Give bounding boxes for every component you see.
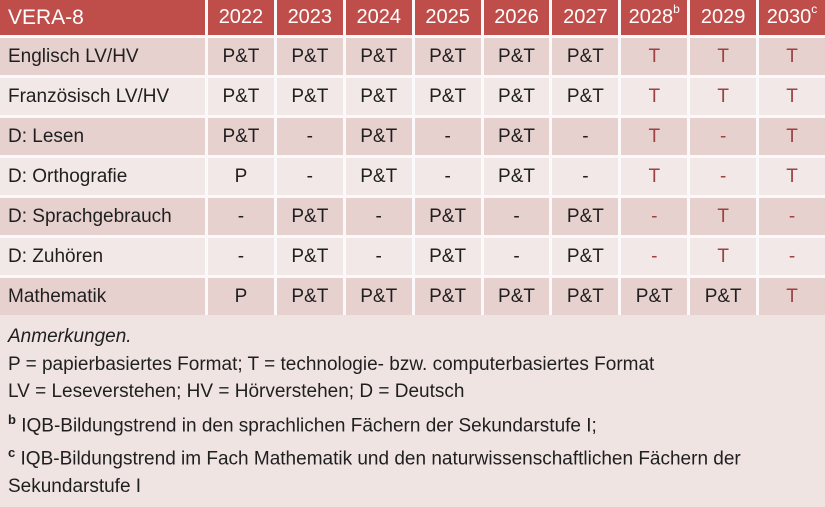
year-header-2026: 2026 xyxy=(483,0,550,35)
row-label: Französisch LV/HV xyxy=(0,78,205,115)
value-cell: - xyxy=(208,238,274,275)
value-cell: P&T xyxy=(345,118,412,155)
row-label: D: Zuhören xyxy=(0,238,205,275)
year-header-2029: 2029 xyxy=(690,0,757,35)
value-cell: P&T xyxy=(345,78,412,115)
value-cell: P&T xyxy=(621,278,688,315)
value-cell: T xyxy=(621,158,688,195)
value-cell: P&T xyxy=(345,158,412,195)
value-cell: T xyxy=(621,38,688,75)
value-cell: T xyxy=(690,238,757,275)
year-header-2022: 2022 xyxy=(208,0,274,35)
year-header-2028: 2028 b xyxy=(621,0,688,35)
value-cell: P&T xyxy=(414,238,481,275)
value-cell: - xyxy=(276,158,343,195)
value-cell: P&T xyxy=(483,158,550,195)
value-cell: P&T xyxy=(690,278,757,315)
value-cell: T xyxy=(759,118,825,155)
value-cell: - xyxy=(621,198,688,235)
value-cell: - xyxy=(208,198,274,235)
footnote-c-marker: c xyxy=(8,445,16,461)
table-notes: Anmerkungen. P = papierbasiertes Format;… xyxy=(0,315,825,501)
value-cell: P&T xyxy=(345,38,412,75)
value-cell: - xyxy=(483,198,550,235)
value-cell: - xyxy=(552,118,619,155)
value-cell: - xyxy=(483,238,550,275)
value-cell: P&T xyxy=(414,198,481,235)
note-abbreviation-legend: LV = Leseverstehen; HV = Hörverstehen; D… xyxy=(8,381,465,402)
value-cell: P&T xyxy=(483,38,550,75)
footnote-b-marker: b xyxy=(8,411,16,427)
table-title: VERA-8 xyxy=(0,0,205,35)
value-cell: - xyxy=(759,198,825,235)
row-label: Englisch LV/HV xyxy=(0,38,205,75)
value-cell: P&T xyxy=(276,238,343,275)
value-cell: P&T xyxy=(414,78,481,115)
value-cell: P&T xyxy=(483,118,550,155)
value-cell: P&T xyxy=(483,78,550,115)
value-cell: T xyxy=(621,118,688,155)
value-cell: P&T xyxy=(414,38,481,75)
value-cell: - xyxy=(759,238,825,275)
vera8-table: VERA-8 2022 2023 2024 2025 2026 2027 2028 b 2029 2… xyxy=(0,0,825,315)
footnote-c-text: IQB-Bildungstrend im Fach Mathematik und… xyxy=(8,448,741,498)
value-cell: P xyxy=(208,158,274,195)
value-cell: P&T xyxy=(552,278,619,315)
value-cell: T xyxy=(690,198,757,235)
value-cell: P&T xyxy=(208,38,274,75)
row-label: Mathematik xyxy=(0,278,205,315)
value-cell: - xyxy=(414,158,481,195)
value-cell: T xyxy=(690,78,757,115)
value-cell: - xyxy=(345,238,412,275)
year-header-2027: 2027 xyxy=(552,0,619,35)
value-cell: P&T xyxy=(345,278,412,315)
value-cell: - xyxy=(690,158,757,195)
value-cell: P xyxy=(208,278,274,315)
note-footnote-b: b IQB-Bildungstrend in den sprachlichen … xyxy=(8,406,815,440)
value-cell: - xyxy=(690,118,757,155)
value-cell: T xyxy=(759,78,825,115)
footnote-b-text: IQB-Bildungstrend in den sprachlichen Fä… xyxy=(15,414,597,436)
value-cell: P&T xyxy=(414,278,481,315)
year-header-2023: 2023 xyxy=(276,0,343,35)
row-label: D: Sprachgebrauch xyxy=(0,198,205,235)
value-cell: T xyxy=(690,38,757,75)
value-cell: P&T xyxy=(483,278,550,315)
value-cell: P&T xyxy=(276,78,343,115)
value-cell: P&T xyxy=(552,78,619,115)
value-cell: T xyxy=(759,158,825,195)
year-footnote-marker: c xyxy=(811,2,818,16)
notes-heading: Anmerkungen. xyxy=(8,326,132,347)
value-cell: T xyxy=(621,78,688,115)
value-cell: P&T xyxy=(552,198,619,235)
year-footnote-marker: b xyxy=(673,2,680,16)
value-cell: T xyxy=(759,38,825,75)
value-cell: P&T xyxy=(208,118,274,155)
row-label: D: Orthografie xyxy=(0,158,205,195)
note-footnote-c: c IQB-Bildungstrend im Fach Mathematik u… xyxy=(8,439,815,500)
year-header-2030: 2030 c xyxy=(759,0,825,35)
value-cell: P&T xyxy=(552,38,619,75)
year-header-2025: 2025 xyxy=(414,0,481,35)
note-format-legend: P = papierbasiertes Format; T = technolo… xyxy=(8,353,655,375)
value-cell: - xyxy=(276,118,343,155)
value-cell: P&T xyxy=(276,278,343,315)
value-cell: P&T xyxy=(208,78,274,115)
value-cell: - xyxy=(414,118,481,155)
row-label: D: Lesen xyxy=(0,118,205,155)
value-cell: T xyxy=(759,278,825,315)
value-cell: P&T xyxy=(276,38,343,75)
value-cell: - xyxy=(552,158,619,195)
value-cell: P&T xyxy=(552,238,619,275)
value-cell: - xyxy=(621,238,688,275)
year-header-2024: 2024 xyxy=(345,0,412,35)
value-cell: P&T xyxy=(276,198,343,235)
value-cell: - xyxy=(345,198,412,235)
